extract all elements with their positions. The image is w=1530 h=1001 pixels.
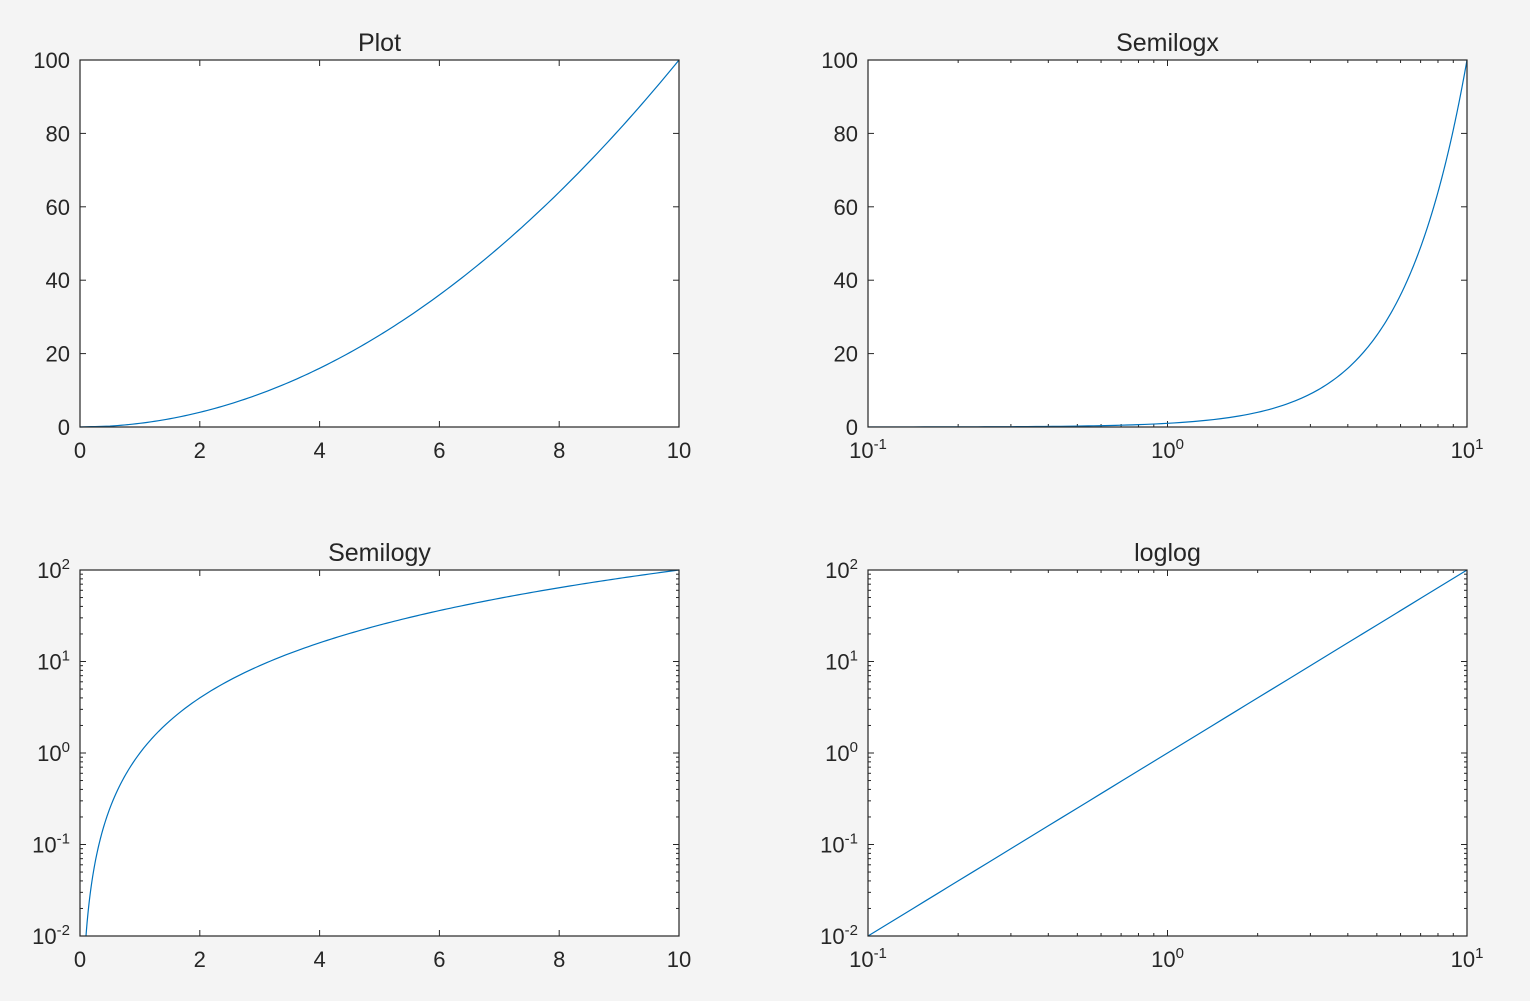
x-tick-label: 8 bbox=[553, 438, 565, 463]
y-tick-label: 60 bbox=[834, 195, 858, 220]
y-tick-label: 20 bbox=[834, 342, 858, 367]
y-tick-label: 100 bbox=[821, 48, 858, 73]
series-line-1 bbox=[85, 569, 680, 937]
y-tick-label: 0 bbox=[846, 415, 858, 440]
y-tick-label: 102 bbox=[825, 556, 858, 583]
y-tick-label: 40 bbox=[46, 268, 70, 293]
x-tick-label: 101 bbox=[1451, 945, 1484, 972]
axes-box bbox=[79, 59, 680, 428]
x-tick-label: 10-1 bbox=[849, 945, 887, 972]
axes-title: Plot bbox=[358, 29, 401, 57]
x-tick-label: 4 bbox=[313, 947, 325, 972]
y-tick-label: 0 bbox=[58, 415, 70, 440]
x-tick-label: 4 bbox=[313, 438, 325, 463]
plot-area bbox=[80, 60, 679, 427]
axes-title: Semilogx bbox=[1116, 29, 1219, 57]
y-tick-label: 100 bbox=[825, 739, 858, 766]
y-tick-label: 10-2 bbox=[32, 922, 70, 949]
x-tick-label: 8 bbox=[553, 947, 565, 972]
x-tick-label: 10 bbox=[667, 438, 691, 463]
y-tick-label: 100 bbox=[37, 739, 70, 766]
x-tick-label: 10-1 bbox=[849, 436, 887, 463]
axes-box bbox=[79, 569, 680, 937]
axes-title: loglog bbox=[1134, 539, 1201, 567]
y-tick-label: 80 bbox=[834, 121, 858, 146]
series-line-1 bbox=[867, 569, 1468, 937]
x-tick-label: 6 bbox=[433, 947, 445, 972]
y-tick-label: 10-2 bbox=[820, 922, 858, 949]
y-tick-label: 101 bbox=[825, 648, 858, 675]
axes-box bbox=[867, 569, 1468, 937]
plot-area bbox=[80, 570, 679, 936]
x-tick-label: 0 bbox=[74, 947, 86, 972]
y-tick-label: 60 bbox=[46, 195, 70, 220]
series-line-1 bbox=[868, 59, 1468, 428]
x-tick-label: 101 bbox=[1451, 436, 1484, 463]
y-tick-label: 100 bbox=[33, 48, 70, 73]
x-tick-label: 100 bbox=[1151, 436, 1184, 463]
axes-title: Semilogy bbox=[328, 539, 431, 567]
plot-area bbox=[868, 60, 1467, 427]
x-tick-label: 10 bbox=[667, 947, 691, 972]
series-line-1 bbox=[79, 59, 680, 428]
y-tick-label: 101 bbox=[37, 648, 70, 675]
y-tick-label: 10-1 bbox=[820, 831, 858, 858]
x-tick-label: 6 bbox=[433, 438, 445, 463]
axes-3: Semilogy 0 2 4 6 8 10 10-2 10-1 100 101 102 bbox=[32, 539, 691, 972]
y-tick-label: 40 bbox=[834, 268, 858, 293]
x-tick-label: 100 bbox=[1151, 945, 1184, 972]
x-tick-label: 2 bbox=[194, 438, 206, 463]
y-tick-label: 20 bbox=[46, 342, 70, 367]
x-tick-label: 0 bbox=[74, 438, 86, 463]
axes-2: Semilogx 10-1 100 101 0 20 40 60 80 100 bbox=[821, 29, 1483, 463]
x-tick-label: 2 bbox=[194, 947, 206, 972]
y-tick-label: 80 bbox=[46, 121, 70, 146]
y-tick-label: 102 bbox=[37, 556, 70, 583]
y-tick-label: 10-1 bbox=[32, 831, 70, 858]
axes-box bbox=[867, 59, 1468, 428]
